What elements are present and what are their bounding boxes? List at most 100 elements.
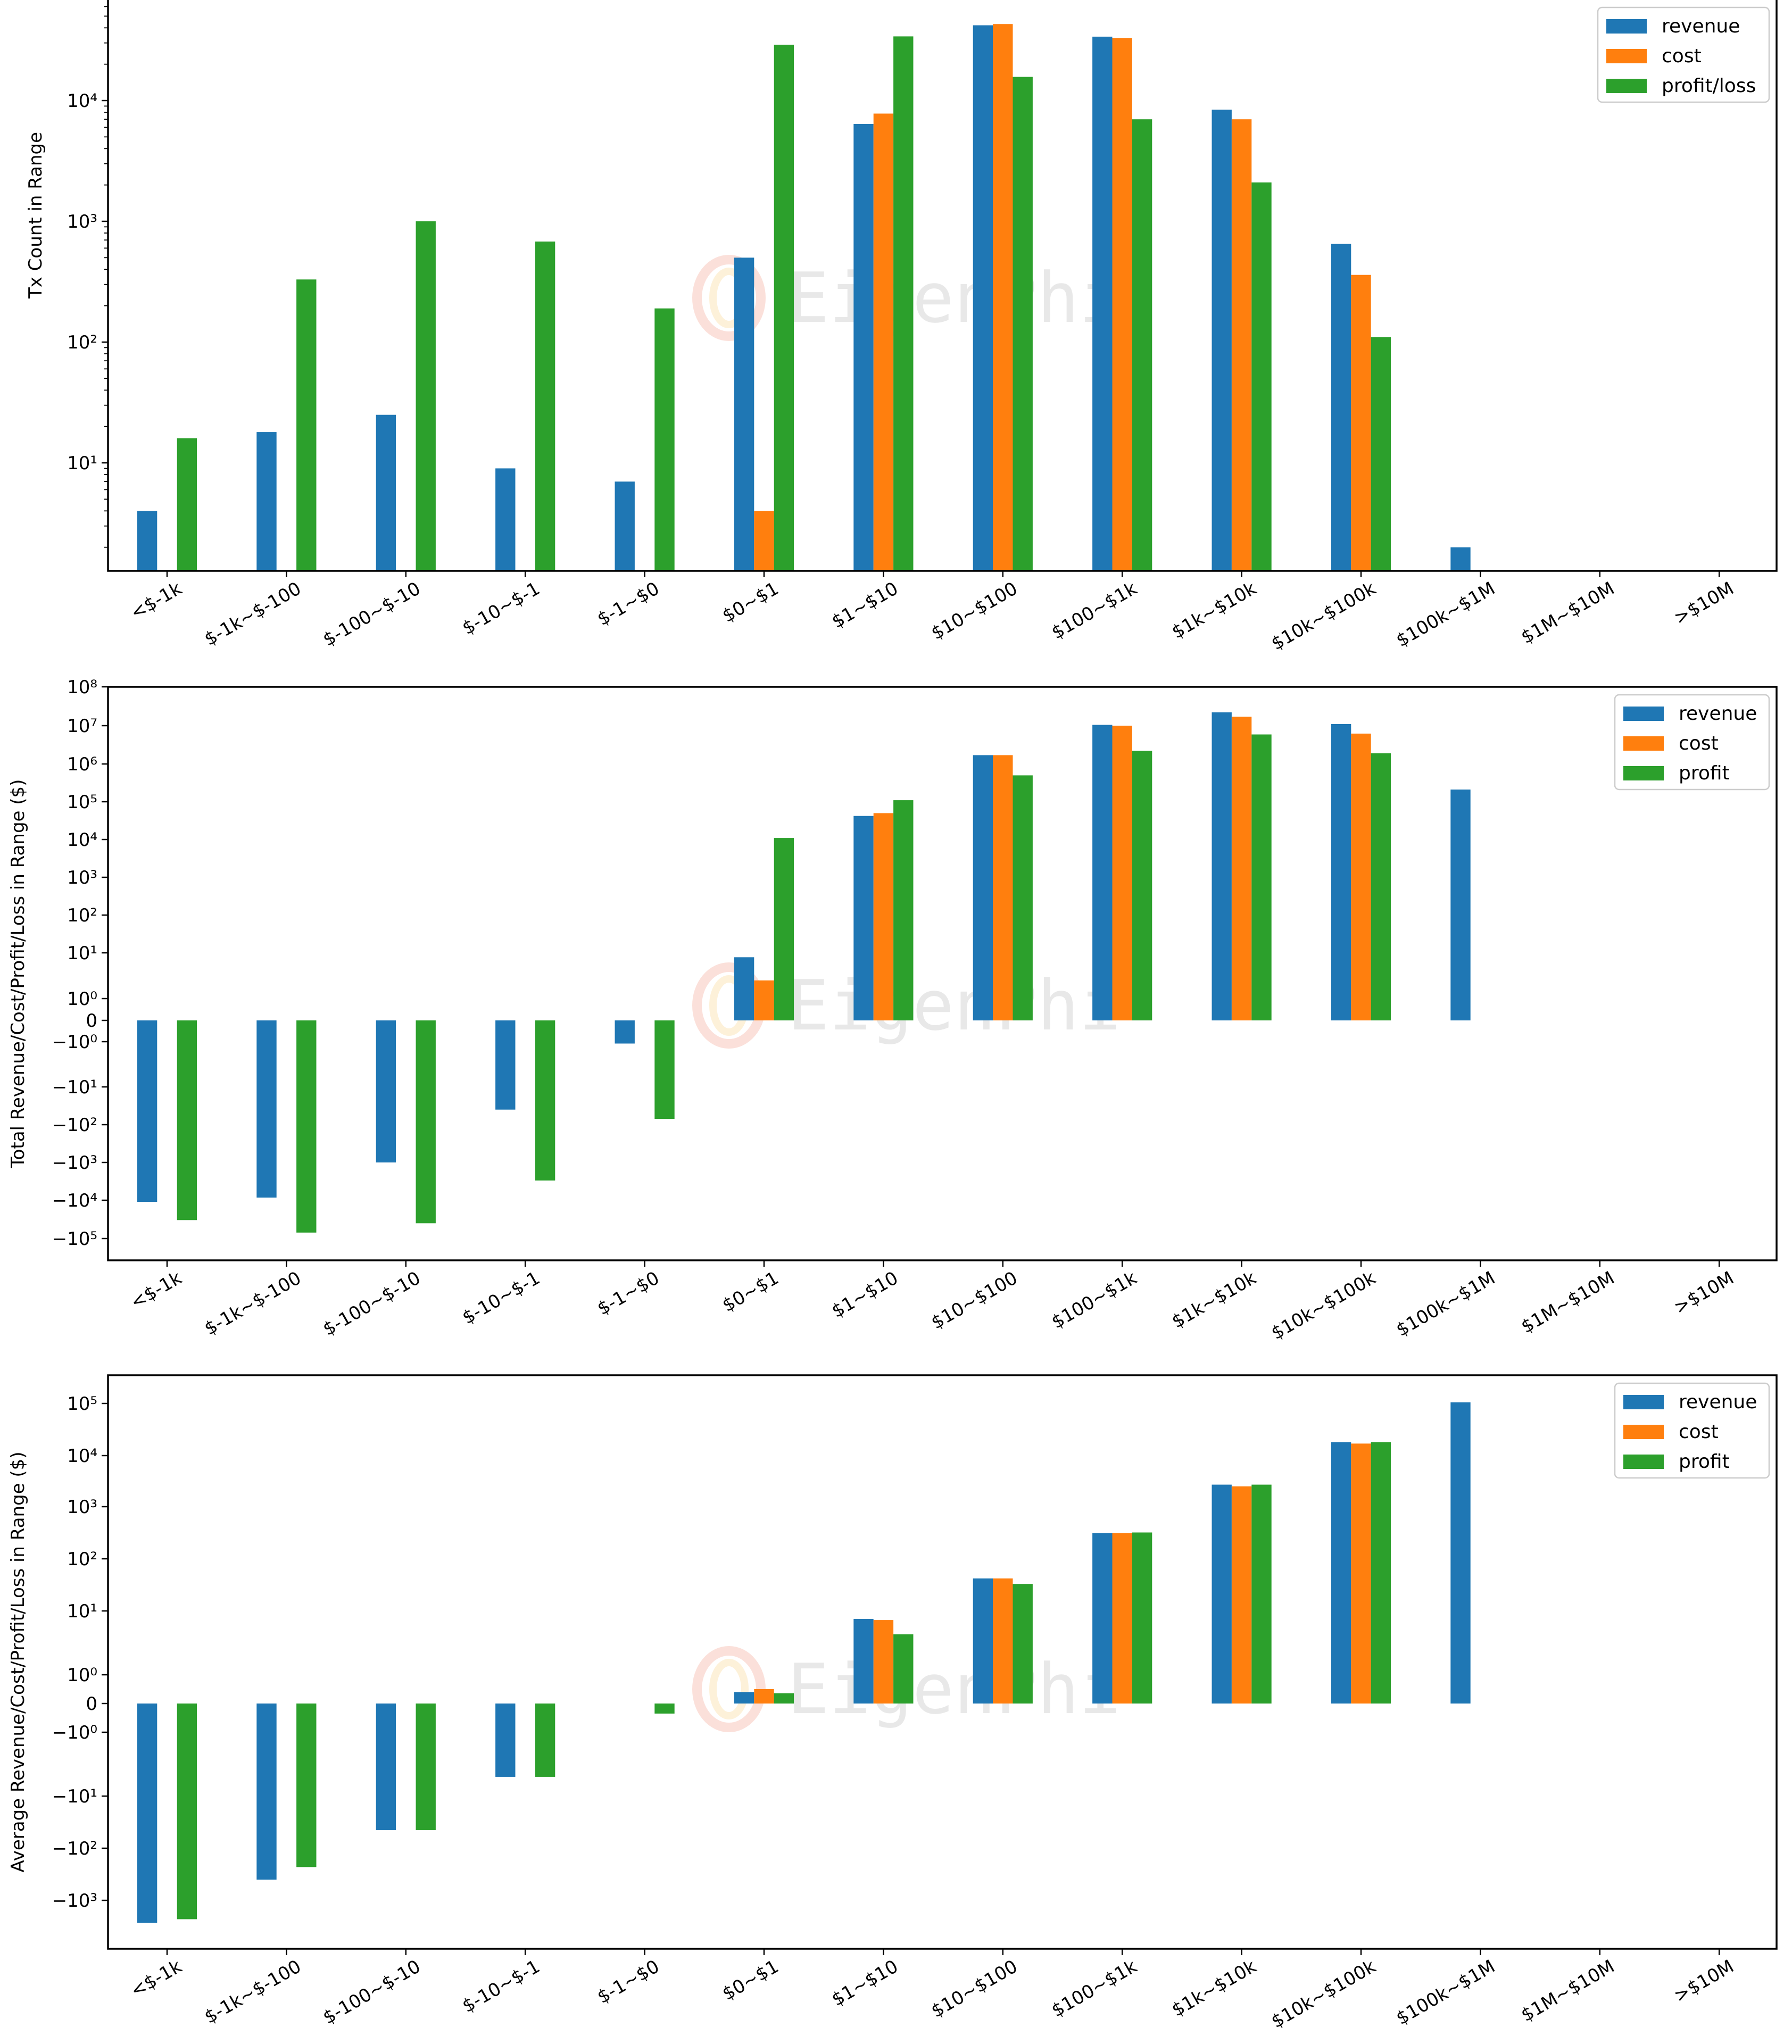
bar-profit-6 bbox=[893, 1634, 914, 1704]
xtick-label: $-100~$-10 bbox=[319, 1267, 424, 1340]
xtick-label: $0~$1 bbox=[719, 1267, 783, 1316]
bar-cost-9 bbox=[1231, 1486, 1252, 1704]
legend-swatch-profit bbox=[1623, 1455, 1664, 1469]
bar-revenue-1 bbox=[256, 1704, 277, 1880]
bar-revenue-9 bbox=[1212, 1484, 1232, 1704]
ytick-label: 10⁵ bbox=[67, 792, 97, 813]
bar-profit-7 bbox=[1013, 1584, 1033, 1704]
xtick-label: $-10~$-1 bbox=[459, 578, 544, 639]
bar-cost-6 bbox=[873, 113, 894, 571]
legend-label: profit bbox=[1679, 1451, 1730, 1473]
xtick-label: >$10M bbox=[1670, 1267, 1737, 1318]
bar-revenue-0 bbox=[137, 1704, 157, 1923]
watermark-logo-inner bbox=[709, 1659, 749, 1719]
xtick-label: $1M~$10M bbox=[1517, 578, 1618, 648]
xtick-label: $-1k~$-100 bbox=[201, 1267, 305, 1340]
bar-revenue-2 bbox=[376, 1020, 396, 1162]
ytick-label: 10² bbox=[67, 905, 97, 926]
ytick-label: 10⁷ bbox=[67, 716, 97, 737]
bar-cost-7 bbox=[993, 1578, 1013, 1704]
ytick-label: 10⁴ bbox=[67, 90, 97, 112]
bar-cost-5 bbox=[754, 980, 774, 1020]
ytick-label: 0 bbox=[86, 1010, 97, 1032]
watermark-text: EigenPhi bbox=[787, 965, 1121, 1046]
legend-swatch-revenue bbox=[1623, 707, 1664, 721]
watermark: EigenPhi bbox=[692, 962, 1121, 1049]
xtick-label: $1~$10 bbox=[828, 1267, 902, 1322]
xtick-label: $1M~$10M bbox=[1517, 1956, 1618, 2026]
bar-cost-10 bbox=[1351, 275, 1371, 571]
xtick-label: $10k~$100k bbox=[1268, 1956, 1380, 2032]
ytick-label: −10⁴ bbox=[52, 1190, 97, 1211]
bar-profit-loss-10 bbox=[1371, 337, 1391, 571]
ytick-label: −10² bbox=[52, 1115, 97, 1136]
bar-profit-4 bbox=[654, 1704, 675, 1714]
ytick-label: −10² bbox=[52, 1838, 97, 1859]
ytick-label: 10¹ bbox=[67, 943, 97, 964]
legend-swatch-revenue bbox=[1606, 19, 1647, 34]
ytick-label: 10⁵ bbox=[67, 1393, 97, 1415]
bar-cost-9 bbox=[1231, 119, 1252, 571]
bar-profit-1 bbox=[296, 1020, 317, 1233]
bar-revenue-7 bbox=[973, 1578, 993, 1704]
legend: revenue cost profit bbox=[1614, 1382, 1770, 1479]
bar-revenue-5 bbox=[734, 1692, 754, 1704]
bar-revenue-4 bbox=[615, 481, 635, 571]
xtick-label: $1M~$10M bbox=[1517, 1267, 1618, 1337]
bar-revenue-10 bbox=[1331, 244, 1351, 571]
bar-revenue-4 bbox=[615, 1020, 635, 1044]
xtick-label: $-1~$0 bbox=[594, 1956, 663, 2008]
legend-swatch-profit bbox=[1606, 79, 1647, 93]
bar-cost-6 bbox=[873, 813, 894, 1020]
bar-revenue-9 bbox=[1212, 712, 1232, 1020]
ytick-label: 10⁰ bbox=[67, 1665, 97, 1686]
bar-revenue-1 bbox=[256, 1020, 277, 1198]
xtick-label: $0~$1 bbox=[719, 578, 783, 627]
xtick-label: $-100~$-10 bbox=[319, 578, 424, 651]
bar-cost-10 bbox=[1351, 1443, 1371, 1704]
bar-profit-loss-6 bbox=[893, 36, 914, 571]
xtick-label: $-1k~$-100 bbox=[201, 1956, 305, 2028]
legend-label: profit bbox=[1679, 762, 1730, 784]
bar-profit-0 bbox=[177, 1020, 197, 1220]
xtick-label: $1~$10 bbox=[828, 578, 902, 633]
bar-cost-8 bbox=[1112, 1533, 1132, 1704]
ytick-label: 10⁸ bbox=[67, 677, 97, 698]
xtick-label: <$-1k bbox=[127, 1267, 186, 1314]
ytick-label: −10³ bbox=[52, 1152, 97, 1174]
bar-revenue-2 bbox=[376, 1704, 396, 1830]
ytick-label: 10² bbox=[67, 1549, 97, 1570]
xtick-label: $100k~$1M bbox=[1392, 578, 1499, 651]
bar-revenue-3 bbox=[495, 468, 516, 571]
bar-profit-loss-8 bbox=[1132, 119, 1152, 571]
average-value-chart: EigenPhi 10⁵ 10⁴ 10³ 10² 10¹ 10⁰ 0 −10⁰ −10¹ −10² −… bbox=[7, 1374, 1778, 2032]
ytick-label: 10³ bbox=[67, 867, 97, 888]
xtick-label: $100~$1k bbox=[1048, 1956, 1141, 2022]
ytick-label: −10⁰ bbox=[52, 1722, 97, 1743]
xtick-label: $10k~$100k bbox=[1268, 578, 1380, 654]
bar-profit-loss-0 bbox=[177, 438, 197, 571]
bar-revenue-1 bbox=[256, 432, 277, 571]
bar-revenue-8 bbox=[1092, 1533, 1113, 1704]
ytick-label: 10¹ bbox=[67, 1601, 97, 1622]
xtick-label: $-1~$0 bbox=[594, 1267, 663, 1319]
bar-profit-0 bbox=[177, 1704, 197, 1920]
legend-swatch-cost bbox=[1623, 1425, 1664, 1439]
xtick-label: $-100~$-10 bbox=[319, 1956, 424, 2029]
bar-revenue-3 bbox=[495, 1704, 516, 1777]
legend-swatch-profit bbox=[1623, 766, 1664, 780]
bar-profit-9 bbox=[1251, 1484, 1272, 1704]
watermark-text: EigenPhi bbox=[787, 257, 1121, 338]
bar-profit-loss-2 bbox=[416, 221, 436, 571]
ytick-label: 10² bbox=[67, 332, 97, 353]
bar-profit-loss-4 bbox=[654, 308, 675, 571]
bar-cost-10 bbox=[1351, 733, 1371, 1020]
bar-revenue-11 bbox=[1450, 790, 1471, 1020]
total-value-chart: EigenPhi 10⁸ 10⁷ 10⁶ 10⁵ 10⁴ 10³ 10² 10¹ 10⁰0−10⁰… bbox=[7, 677, 1778, 1344]
legend-label: profit/loss bbox=[1662, 75, 1756, 97]
xtick-label: >$10M bbox=[1670, 1956, 1737, 2007]
y-axis-label: Average Revenue/Cost/Profit/Loss in Rang… bbox=[7, 1451, 29, 1872]
watermark: EigenPhi bbox=[692, 255, 1121, 341]
bar-revenue-9 bbox=[1212, 110, 1232, 571]
